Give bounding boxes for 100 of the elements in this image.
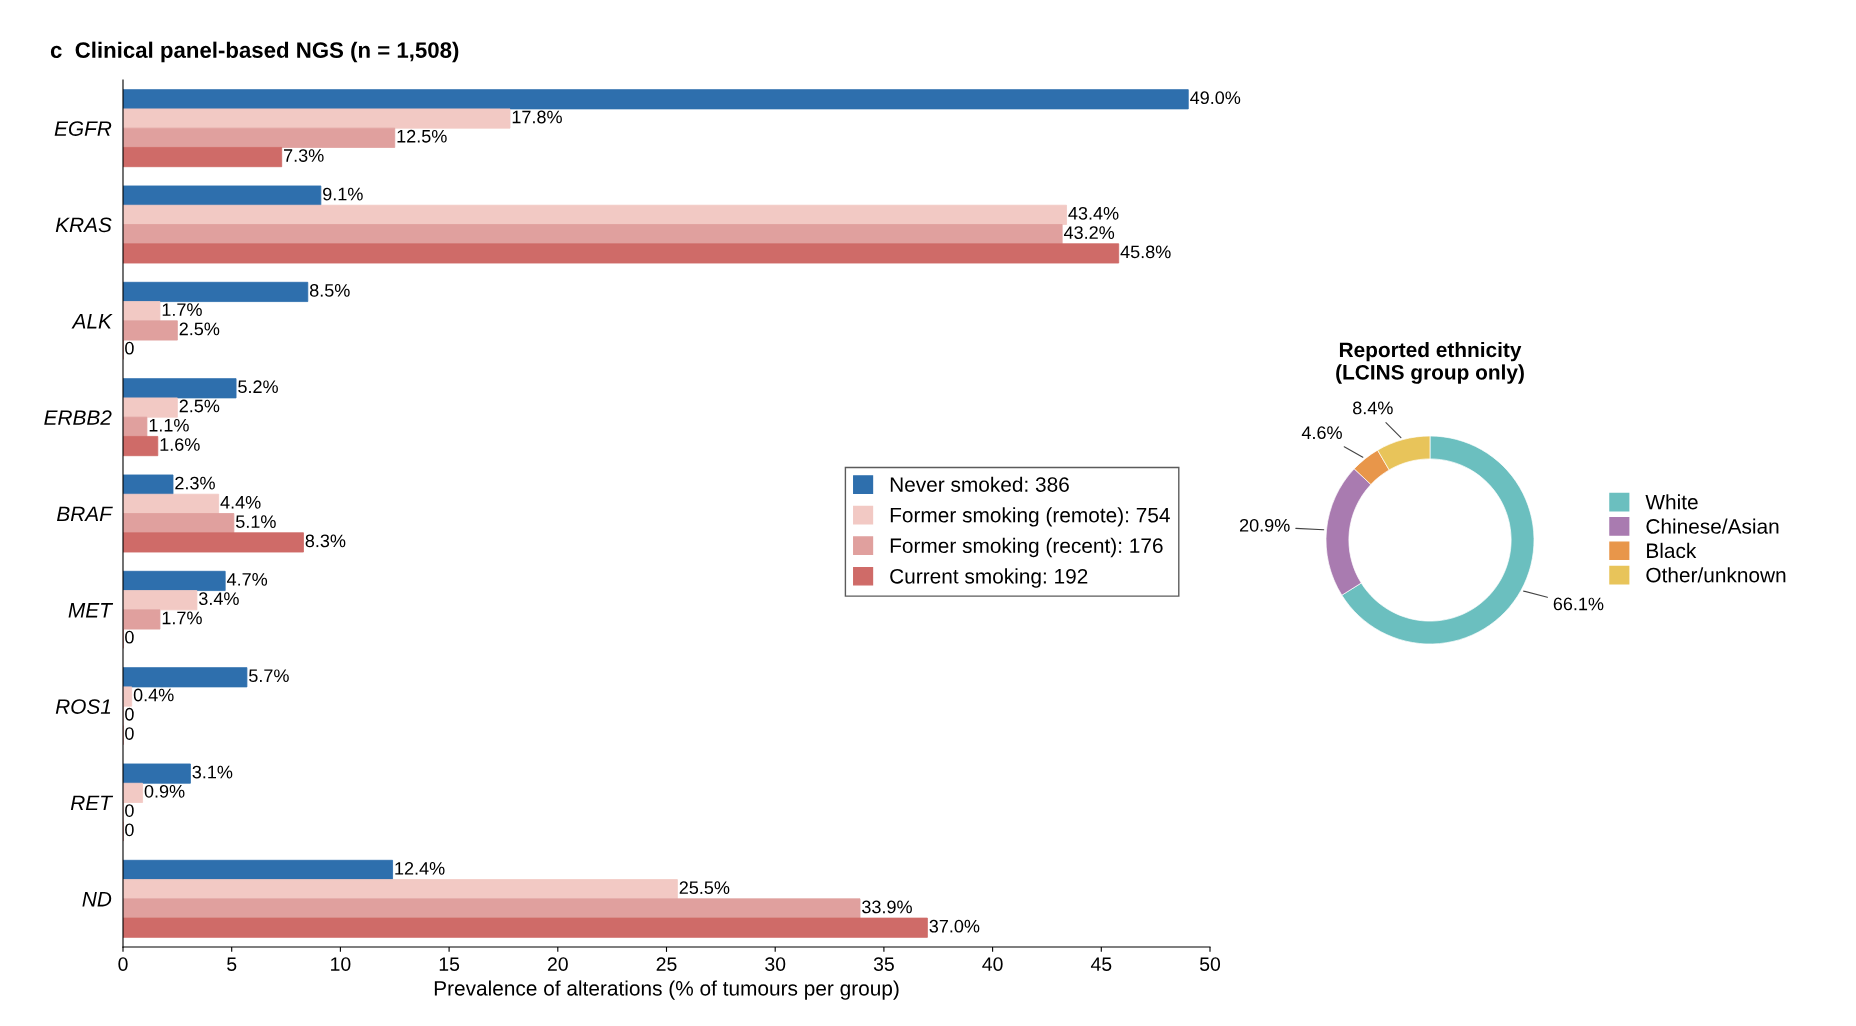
data-label: 12.5% — [397, 129, 447, 143]
bar — [123, 224, 1063, 245]
data-label: 17.8% — [512, 110, 562, 124]
data-label: 33.9% — [862, 900, 912, 914]
legend-label: Chinese/Asian — [1646, 518, 1779, 534]
x-tick-label: 20 — [547, 957, 568, 971]
data-label: 1.1% — [149, 418, 189, 432]
data-label: 20.9% — [1239, 518, 1290, 532]
bar — [123, 378, 237, 399]
data-label: 2.5% — [179, 399, 220, 413]
data-label: 0 — [125, 804, 134, 817]
bar — [123, 127, 396, 148]
data-label: 0 — [125, 727, 134, 740]
bar — [123, 493, 220, 514]
y-tick-label: EGFR — [54, 121, 112, 136]
bar — [123, 859, 393, 880]
bar — [123, 243, 1120, 264]
data-label: 3.4% — [198, 592, 239, 606]
bar — [123, 686, 133, 707]
bar — [123, 474, 174, 495]
data-label: 3.1% — [192, 765, 233, 779]
data-label: 0 — [125, 341, 134, 355]
x-tick-label: 45 — [1090, 957, 1112, 971]
x-tick-label: 10 — [331, 957, 351, 971]
bar — [123, 513, 235, 534]
bar — [123, 782, 143, 803]
data-label: 9.1% — [323, 187, 363, 201]
bar — [123, 301, 161, 322]
y-tick-label: RET — [70, 795, 114, 811]
chart-title: c Clinical panel-based NGS (n = 1,508) — [50, 41, 459, 63]
legend-label: Current smoking: 192 — [890, 568, 1088, 588]
y-tick-label: ROS1 — [55, 699, 111, 714]
y-tick-label: ERBB2 — [44, 410, 112, 425]
data-label: 1.7% — [162, 611, 202, 625]
data-label: 43.4% — [1068, 206, 1119, 220]
data-label: 0 — [125, 707, 134, 721]
bar — [123, 917, 928, 938]
data-label: 66.1% — [1553, 597, 1604, 611]
bar — [123, 416, 148, 437]
legend-label: Other/unknown — [1646, 567, 1786, 583]
data-label: 1.7% — [162, 303, 202, 316]
bar — [123, 147, 283, 168]
bar — [123, 763, 191, 784]
x-tick-label: 25 — [656, 957, 677, 971]
bar — [123, 185, 322, 206]
bar — [123, 879, 678, 900]
bar — [123, 590, 198, 611]
bar — [123, 281, 309, 302]
data-label: 25.5% — [679, 881, 730, 895]
data-label: 45.8% — [1120, 245, 1171, 259]
bar — [123, 108, 511, 129]
data-label: 8.3% — [305, 534, 346, 548]
x-tick-label: 35 — [873, 957, 894, 971]
data-label: 4.4% — [220, 496, 261, 509]
bar — [123, 397, 178, 418]
x-tick-label: 30 — [765, 957, 786, 971]
data-label: 5.1% — [235, 515, 276, 528]
data-label: 5.7% — [249, 669, 289, 683]
chart-title: Reported ethnicity (LCINS group only) — [1336, 341, 1524, 384]
bar — [123, 320, 178, 341]
bar — [123, 89, 1189, 110]
legend-label: White — [1645, 494, 1698, 510]
data-label: 8.5% — [309, 283, 350, 297]
data-label: 5.2% — [238, 380, 278, 394]
data-label: 12.4% — [395, 861, 445, 875]
x-tick-label: 40 — [982, 957, 1003, 971]
bar — [123, 609, 161, 630]
y-tick-label: KRAS — [55, 217, 112, 233]
data-label: 37.0% — [929, 919, 980, 933]
y-tick-label: ALK — [71, 314, 113, 329]
data-label: 0 — [125, 823, 134, 837]
data-label: 4.7% — [226, 573, 268, 586]
bar — [123, 667, 248, 688]
x-tick-label: 5 — [227, 957, 237, 971]
data-label: 4.6% — [1301, 426, 1342, 440]
x-tick-label: 50 — [1199, 957, 1221, 971]
data-label: 2.3% — [175, 476, 215, 490]
data-label: 49.0% — [1190, 91, 1241, 105]
data-label: 7.3% — [284, 149, 324, 162]
data-label: 2.5% — [179, 322, 220, 336]
bar — [123, 436, 159, 457]
legend-label: Never smoked: 386 — [890, 476, 1069, 492]
data-label: 0 — [125, 630, 134, 644]
data-label: 1.6% — [160, 438, 200, 451]
bar — [123, 898, 861, 919]
data-label: 0.9% — [144, 784, 185, 798]
data-label: 43.2% — [1063, 226, 1115, 239]
y-tick-label: ND — [82, 892, 112, 907]
legend-label: Black — [1647, 542, 1697, 559]
bar — [123, 532, 304, 553]
legend-label: Former smoking (remote): 754 — [890, 507, 1170, 527]
y-tick-label: MET — [68, 603, 114, 618]
bar — [123, 204, 1067, 225]
data-label: 8.4% — [1353, 401, 1393, 415]
data-label: 0.4% — [133, 688, 174, 702]
x-tick-label: 0 — [118, 957, 128, 971]
bar — [123, 570, 226, 591]
legend-label: Former smoking (recent): 176 — [890, 537, 1163, 558]
y-tick-label: BRAF — [56, 506, 113, 522]
x-axis-title: Prevalence of alterations (% of tumours per group) — [434, 980, 899, 1000]
